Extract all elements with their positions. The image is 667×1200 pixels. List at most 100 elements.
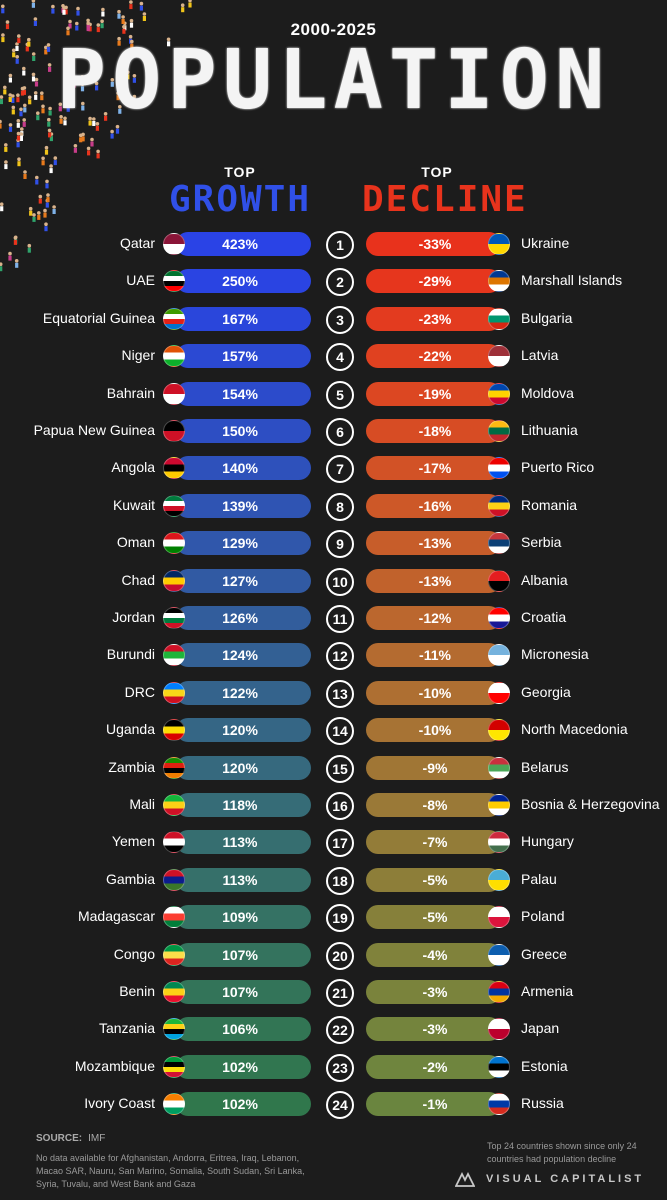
crowd-person-body bbox=[38, 198, 42, 204]
decline-bar bbox=[366, 942, 501, 967]
crowd-person-head bbox=[188, 0, 192, 3]
decline-value: -3% bbox=[422, 984, 448, 1000]
table-row: Mozambique 102% 23 -2% Estonia bbox=[0, 1052, 667, 1082]
crowd-person-head bbox=[126, 70, 130, 75]
growth-value: 120% bbox=[222, 759, 258, 776]
decline-bar bbox=[366, 606, 501, 630]
crowd-person-body bbox=[8, 97, 12, 102]
crowd-person-head bbox=[51, 4, 55, 9]
growth-flag-icon bbox=[163, 1055, 185, 1078]
no-data-note: No data available for Afghanistan, Andor… bbox=[36, 1153, 305, 1189]
crowd-person-body bbox=[86, 25, 90, 31]
decline-bar bbox=[366, 344, 501, 369]
growth-flag-icon bbox=[163, 233, 185, 255]
decline-flag-icon bbox=[488, 532, 510, 555]
crowd-person-body bbox=[188, 2, 192, 8]
crowd-person-head bbox=[8, 73, 13, 78]
crowd-person-head bbox=[120, 88, 124, 92]
rank-badge: 14 bbox=[326, 717, 354, 746]
decline-bar bbox=[366, 980, 501, 1004]
crowd-person-head bbox=[23, 103, 27, 108]
decline-value: -1% bbox=[422, 1096, 448, 1113]
growth-country-name: Burundi bbox=[106, 646, 155, 663]
crowd-person-body bbox=[5, 24, 10, 30]
crowd-person-head bbox=[1, 4, 5, 9]
decline-flag-icon bbox=[488, 233, 510, 255]
rank-badge: 15 bbox=[326, 754, 354, 783]
crowd-person-head bbox=[96, 149, 100, 154]
crowd-person-head bbox=[75, 21, 79, 26]
crowd-person-head bbox=[62, 6, 66, 10]
table-row: Congo 107% 20 -4% Greece bbox=[0, 940, 667, 970]
source-line: SOURCE: IMF bbox=[36, 1133, 105, 1144]
crowd-person-head bbox=[145, 70, 150, 74]
crowd-person-head bbox=[116, 91, 120, 95]
decline-bar bbox=[366, 867, 501, 892]
decline-country-name: Latvia bbox=[521, 347, 559, 364]
crowd-person-body bbox=[15, 58, 19, 64]
crowd-person-body bbox=[73, 147, 77, 153]
rank-badge: 9 bbox=[326, 530, 354, 559]
growth-value: 157% bbox=[222, 348, 258, 365]
growth-value: 102% bbox=[222, 1096, 258, 1113]
crowd-person-head bbox=[92, 61, 96, 66]
crowd-person-head bbox=[96, 23, 101, 27]
crowd-person-head bbox=[1, 33, 5, 37]
crowd-person-body bbox=[8, 255, 12, 261]
growth-flag-icon bbox=[163, 420, 185, 442]
crowd-person-body bbox=[22, 70, 26, 76]
decline-bar bbox=[366, 419, 501, 443]
crowd-person-head bbox=[86, 146, 91, 151]
decline-bar bbox=[366, 493, 501, 518]
growth-flag-icon bbox=[163, 794, 185, 816]
source-value: IMF bbox=[88, 1133, 106, 1144]
crowd-person-body bbox=[66, 106, 70, 112]
decline-country-name: Japan bbox=[521, 1020, 560, 1037]
crowd-person-head bbox=[142, 12, 147, 16]
rank-badge: 8 bbox=[326, 492, 354, 521]
decline-column-header: TOP DECLINE bbox=[362, 164, 526, 220]
decline-flag-icon bbox=[488, 457, 510, 480]
growth-country-name: Qatar bbox=[119, 235, 155, 251]
crowd-person-head bbox=[47, 63, 52, 67]
decline-country-name: Moldova bbox=[521, 384, 574, 401]
decline-country-name: Bulgaria bbox=[521, 309, 573, 326]
table-row: Papua New Guinea 150% 6 -18% Lithuania bbox=[0, 416, 667, 446]
crowd-person-head bbox=[36, 111, 40, 115]
decline-bar bbox=[366, 718, 501, 743]
growth-value: 102% bbox=[222, 1058, 258, 1075]
crowd-person-head bbox=[28, 206, 33, 211]
growth-bar bbox=[176, 606, 311, 630]
crowd-person-head bbox=[95, 122, 100, 126]
growth-bar bbox=[176, 456, 311, 481]
decline-bar bbox=[366, 643, 501, 668]
rank-badge: 11 bbox=[326, 605, 354, 633]
crowd-person-head bbox=[33, 91, 38, 95]
crowd-person-head bbox=[17, 157, 21, 161]
growth-flag-icon bbox=[163, 494, 185, 517]
crowd-person-body bbox=[66, 30, 70, 36]
table-row: Benin 107% 21 -3% Armenia bbox=[0, 977, 667, 1007]
table-row: Yemen 113% 17 -7% Hungary bbox=[0, 827, 667, 858]
crowd-person-body bbox=[34, 94, 38, 100]
crowd-person-body bbox=[115, 128, 120, 134]
crowd-person-head bbox=[118, 105, 122, 109]
growth-bar bbox=[176, 568, 311, 593]
rank-badge: 20 bbox=[326, 941, 354, 970]
crowd-person-head bbox=[139, 1, 144, 6]
crowd-person-body bbox=[146, 84, 150, 90]
crowd-person-body bbox=[126, 74, 130, 80]
crowd-person-body bbox=[88, 26, 92, 32]
rank-badge: 4 bbox=[326, 343, 354, 372]
crowd-person-body bbox=[45, 183, 49, 189]
crowd-person-head bbox=[19, 132, 24, 136]
decline-country-name: Georgia bbox=[521, 683, 571, 700]
table-row: Mali 118% 16 -8% Bosnia & Herzegovina bbox=[0, 790, 667, 820]
decline-country-name: Marshall Islands bbox=[521, 272, 623, 289]
crowd-person-body bbox=[37, 214, 41, 220]
decline-flag-icon bbox=[488, 719, 510, 742]
growth-flag-icon bbox=[163, 532, 185, 555]
growth-value: 167% bbox=[222, 310, 258, 327]
crowd-person-head bbox=[76, 6, 80, 11]
crowd-person-body bbox=[117, 13, 121, 19]
